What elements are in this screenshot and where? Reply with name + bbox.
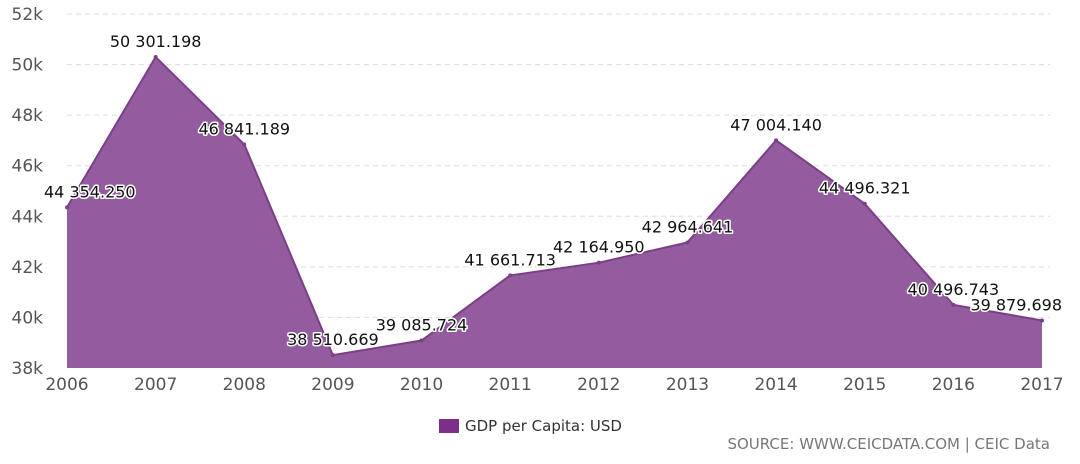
data-label: 44 354.250 [44, 182, 136, 201]
data-point[interactable] [862, 201, 867, 206]
data-point[interactable] [419, 338, 424, 343]
data-label: 41 661.713 [464, 250, 556, 269]
data-point[interactable] [951, 302, 956, 307]
y-tick-label: 42k [12, 258, 44, 278]
data-label: 40 496.743 [908, 280, 1000, 299]
data-label: 39 879.698 [970, 295, 1062, 314]
data-label: 38 510.669 [287, 330, 379, 349]
x-tick-label: 2016 [932, 375, 975, 395]
y-tick-label: 38k [12, 359, 44, 379]
x-tick-label: 2010 [400, 375, 443, 395]
data-label: 39 085.724 [376, 316, 468, 335]
x-tick-label: 2017 [1020, 375, 1063, 395]
x-tick-label: 2007 [134, 375, 177, 395]
legend-swatch[interactable] [439, 419, 459, 433]
x-tick-label: 2008 [223, 375, 266, 395]
x-axis: 2006 2007 2008 2009 2010 2011 2012 2013 2014 2015… [45, 375, 1063, 395]
series-area[interactable] [67, 56, 1042, 369]
y-tick-label: 50k [12, 56, 44, 76]
data-point[interactable] [1040, 318, 1044, 323]
x-tick-label: 2006 [45, 375, 88, 395]
data-point[interactable] [330, 353, 335, 358]
data-label: 50 301.198 [110, 32, 202, 51]
x-tick-label: 2013 [666, 375, 709, 395]
y-tick-label: 48k [12, 106, 44, 126]
x-tick-label: 2009 [311, 375, 354, 395]
x-tick-label: 2015 [843, 375, 886, 395]
legend[interactable]: GDP per Capita: USD [439, 417, 622, 435]
data-point[interactable] [596, 260, 601, 265]
data-label: 42 164.950 [553, 238, 645, 257]
data-point[interactable] [242, 142, 247, 147]
data-label: 44 496.321 [819, 179, 911, 198]
legend-label[interactable]: GDP per Capita: USD [465, 417, 622, 435]
y-tick-label: 44k [12, 207, 44, 227]
data-point[interactable] [65, 205, 69, 210]
data-labels: 44 354.250 50 301.198 46 841.189 38 510.669… [43, 30, 1064, 350]
y-tick-label: 52k [12, 5, 44, 25]
x-tick-label: 2014 [754, 375, 797, 395]
x-tick-label: 2012 [577, 375, 620, 395]
data-label: 42 964.641 [642, 217, 734, 236]
y-tick-label: 46k [12, 157, 44, 177]
data-point[interactable] [774, 138, 779, 143]
series-area-layer [65, 54, 1044, 369]
x-tick-label: 2011 [489, 375, 532, 395]
source-credit: SOURCE: WWW.CEICDATA.COM | CEIC Data [727, 435, 1050, 453]
data-label: 46 841.189 [198, 119, 290, 138]
y-axis: 38k 40k 42k 44k 46k 48k 50k 52k [12, 5, 44, 379]
data-point[interactable] [685, 240, 690, 245]
y-tick-label: 40k [12, 308, 44, 328]
data-point[interactable] [153, 54, 158, 59]
data-point[interactable] [508, 273, 513, 278]
series-line [66, 55, 1043, 357]
data-label: 47 004.140 [730, 115, 822, 134]
